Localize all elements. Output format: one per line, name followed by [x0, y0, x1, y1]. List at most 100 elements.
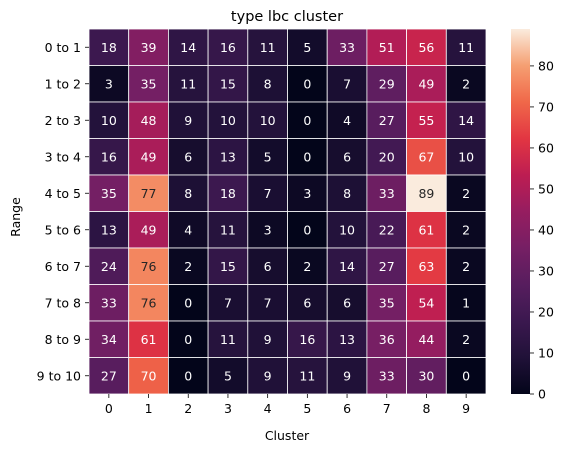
- cell-value-label: 76: [141, 295, 157, 310]
- x-tick-label: 0: [105, 401, 113, 416]
- heatmap-cell: [207, 284, 249, 322]
- heatmap-cell: [167, 320, 209, 358]
- cell-value-label: 2: [462, 222, 470, 237]
- heatmap-cell: [167, 174, 209, 212]
- heatmap-cell: [207, 211, 249, 249]
- colorbar: 0 10 20 30 40 50 60 70 80: [511, 29, 554, 402]
- cell-value-label: 4: [343, 113, 351, 128]
- cell-value-label: 18: [101, 40, 117, 55]
- cell-value-label: 30: [418, 368, 434, 383]
- y-tick-label: 7 to 8: [45, 295, 81, 310]
- y-tick-label: 6 to 7: [45, 259, 81, 274]
- heatmap-cell: [445, 357, 487, 395]
- cell-value-label: 49: [141, 222, 157, 237]
- heatmap-cell: [445, 174, 487, 212]
- heatmap-cell: [287, 65, 328, 103]
- heatmap-cell: [406, 284, 447, 322]
- cell-value-label: 5: [224, 368, 232, 383]
- cell-value-label: 27: [101, 368, 117, 383]
- cell-value-label: 77: [141, 186, 157, 201]
- cell-value-label: 9: [264, 368, 272, 383]
- heatmap-cell: [445, 138, 487, 176]
- heatmap-annotations: 18 39 14 16 11 5 33 51 56 113 35 11 15 8 0 7 29 49 210 48 9 1…: [101, 40, 474, 384]
- x-tick-label: 3: [224, 401, 232, 416]
- cell-value-label: 11: [220, 332, 236, 347]
- heatmap-cell: [167, 101, 209, 139]
- heatmap-cell: [366, 28, 407, 66]
- heatmap-cell: [326, 284, 368, 322]
- cell-value-label: 10: [260, 113, 276, 128]
- cell-value-label: 61: [418, 222, 434, 237]
- cell-value-label: 49: [141, 149, 157, 164]
- cell-value-label: 5: [303, 40, 311, 55]
- cell-value-label: 7: [264, 186, 272, 201]
- cell-value-label: 11: [299, 368, 315, 383]
- cell-value-label: 11: [458, 40, 474, 55]
- cell-value-label: 27: [379, 113, 395, 128]
- x-tick-label: 8: [422, 401, 430, 416]
- y-axis: 0 to 1 1 to 2 2 to 3 3 to 4 4 to 5 5 to 6 6 to…: [37, 40, 89, 383]
- heatmap-cell: [406, 320, 447, 358]
- heatmap-cell: [326, 65, 368, 103]
- heatmap-cell: [326, 174, 368, 212]
- heatmap-cell: [406, 211, 447, 249]
- colorbar-tick-label: 30: [538, 263, 554, 278]
- cell-value-label: 27: [379, 259, 395, 274]
- heatmap-cell: [406, 247, 447, 285]
- heatmap-cell: [167, 211, 209, 249]
- cell-value-label: 6: [184, 149, 192, 164]
- heatmap-cell: [445, 28, 487, 66]
- heatmap-cell: [287, 247, 328, 285]
- x-tick-label: 7: [383, 401, 391, 416]
- y-tick-label: 3 to 4: [45, 149, 81, 164]
- cell-value-label: 0: [184, 368, 192, 383]
- cell-value-label: 9: [184, 113, 192, 128]
- heatmap-cell: [406, 101, 447, 139]
- heatmap-cell: [128, 284, 169, 322]
- cell-value-label: 8: [264, 76, 272, 91]
- cell-value-label: 0: [462, 368, 470, 383]
- colorbar-gradient: [511, 29, 530, 394]
- cell-value-label: 7: [264, 295, 272, 310]
- x-tick-label: 4: [264, 401, 272, 416]
- cell-value-label: 18: [220, 186, 236, 201]
- cell-value-label: 13: [339, 332, 355, 347]
- cell-value-label: 2: [462, 186, 470, 201]
- heatmap-cell: [88, 28, 130, 66]
- cell-value-label: 8: [343, 186, 351, 201]
- cell-value-label: 6: [343, 295, 351, 310]
- cell-value-label: 10: [220, 113, 236, 128]
- cell-value-label: 3: [264, 222, 272, 237]
- heatmap-cell: [167, 284, 209, 322]
- y-tick-label: 2 to 3: [45, 113, 81, 128]
- cell-value-label: 33: [379, 368, 395, 383]
- y-axis-label: Range: [8, 197, 23, 237]
- heatmap-cell: [445, 101, 487, 139]
- heatmap-cell: [326, 357, 368, 395]
- heatmap-cell: [128, 174, 169, 212]
- cell-value-label: 11: [260, 40, 276, 55]
- heatmap-cell: [247, 320, 288, 358]
- cell-value-label: 3: [105, 76, 113, 91]
- heatmap-cell: [88, 138, 130, 176]
- cell-value-label: 15: [220, 76, 236, 91]
- cell-value-label: 44: [418, 332, 434, 347]
- cell-value-label: 14: [180, 40, 196, 55]
- heatmap-cell: [128, 28, 169, 66]
- cell-value-label: 2: [303, 259, 311, 274]
- x-tick-label: 6: [343, 401, 351, 416]
- heatmap-cell: [247, 211, 288, 249]
- cell-value-label: 51: [379, 40, 395, 55]
- heatmap-cell: [247, 357, 288, 395]
- heatmap-cell: [445, 65, 487, 103]
- heatmap-cell: [326, 320, 368, 358]
- cell-value-label: 15: [220, 259, 236, 274]
- heatmap-cell: [207, 247, 249, 285]
- cell-value-label: 13: [101, 222, 117, 237]
- cell-value-label: 6: [264, 259, 272, 274]
- cell-value-label: 2: [184, 259, 192, 274]
- cell-value-label: 55: [418, 113, 434, 128]
- cell-value-label: 4: [184, 222, 192, 237]
- heatmap-cell: [287, 174, 328, 212]
- cell-value-label: 2: [462, 332, 470, 347]
